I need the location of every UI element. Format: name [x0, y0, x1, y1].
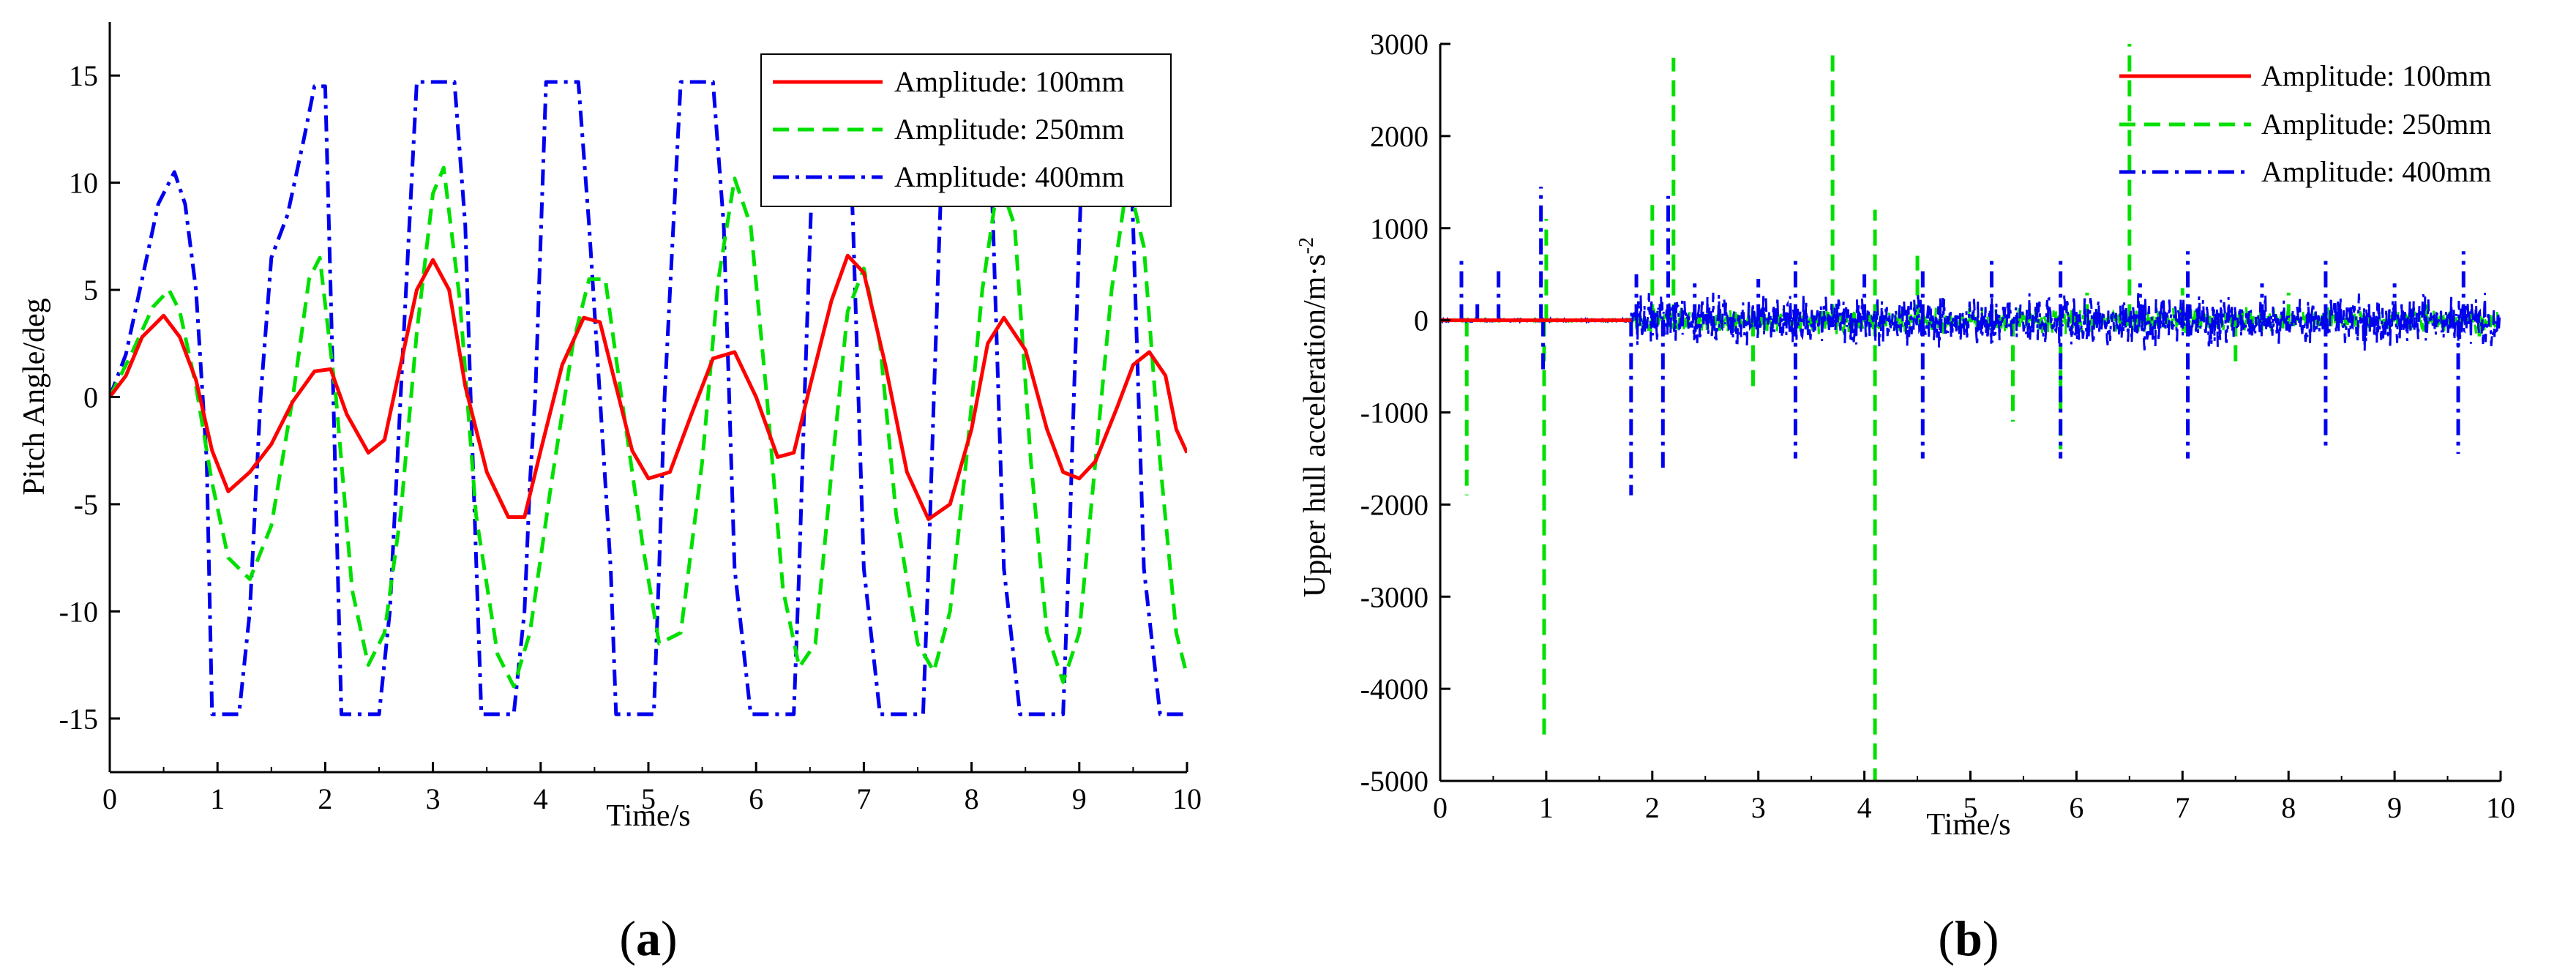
legend-b-label-100: Amplitude: 100mm — [2261, 59, 2491, 92]
chart-a-legend: Amplitude: 100mm Amplitude: 250mm Amplit… — [760, 53, 1172, 207]
chart-a-series-250 — [110, 165, 1187, 689]
caption-b-close: ) — [1982, 910, 1999, 966]
chart-b-xtick-label: 9 — [2387, 791, 2402, 824]
caption-b: (b) — [1938, 910, 1999, 966]
chart-b-ytick-label: -1000 — [1360, 397, 1429, 430]
chart-a-xtick-label: 1 — [210, 782, 225, 815]
chart-a-ytick-label: 5 — [83, 274, 98, 307]
legend-b-label-400: Amplitude: 400mm — [2261, 155, 2491, 188]
chart-a-series-400 — [110, 80, 1187, 717]
chart-b-ylabel: Upper hull acceleration/m·s-2 — [1295, 237, 1332, 597]
chart-a-xtick-label: 9 — [1072, 782, 1087, 815]
chart-b-series-noise-400 — [1440, 292, 2501, 351]
caption-a-letter: a — [636, 910, 661, 966]
chart-a: 0 1 2 3 4 5 6 7 8 9 10 -15 -10 -5 0 5 10 15 Time/s Pitch … — [18, 22, 1202, 833]
caption-a-open: ( — [619, 910, 636, 966]
chart-a-series-100 — [110, 253, 1187, 521]
chart-a-ytick-label: 0 — [83, 381, 98, 414]
chart-b-ytick-label: 1000 — [1370, 212, 1429, 245]
chart-b-ytick-label: -4000 — [1360, 673, 1429, 706]
chart-a-ytick-label: 10 — [69, 167, 98, 200]
chart-b-ytick-label: -2000 — [1360, 488, 1429, 521]
chart-b-ylabel-main: Upper hull acceleration/m·s — [1298, 254, 1332, 597]
chart-a-ticks: 0 1 2 3 4 5 6 7 8 9 10 -15 -10 -5 0 5 10 15 — [59, 59, 1202, 815]
chart-b-xtick-label: 2 — [1645, 791, 1660, 824]
chart-a-ytick-label: -10 — [59, 595, 98, 628]
chart-b-ytick-label: 3000 — [1370, 28, 1429, 61]
chart-b-ytick-label: 0 — [1414, 304, 1429, 337]
caption-b-open: ( — [1938, 910, 1955, 966]
caption-a: (a) — [619, 910, 677, 966]
chart-b-ytick-label: -3000 — [1360, 580, 1429, 613]
chart-b-ylabel-sup: -2 — [1295, 237, 1318, 254]
chart-a-xtick-label: 10 — [1172, 782, 1202, 815]
chart-a-xtick-label: 4 — [533, 782, 548, 815]
chart-b-xtick-label: 0 — [1433, 791, 1448, 824]
caption-a-close: ) — [661, 910, 678, 966]
legend-a-label-400: Amplitude: 400mm — [894, 160, 1124, 193]
chart-a-xtick-label: 6 — [749, 782, 763, 815]
chart-b-xtick-label: 8 — [2281, 791, 2296, 824]
chart-b-xtick-label: 5 — [1963, 791, 1978, 824]
chart-b-xtick-label: 3 — [1751, 791, 1766, 824]
chart-b-xtick-label: 4 — [1857, 791, 1872, 824]
chart-b-ytick-label: -5000 — [1360, 765, 1429, 798]
caption-b-letter: b — [1955, 910, 1982, 966]
chart-b: 0 1 2 3 4 5 6 7 8 9 10 -5000 -4000 -3000 -2000 -1000 0 10… — [1295, 28, 2515, 842]
legend-b-label-250: Amplitude: 250mm — [2261, 108, 2491, 141]
chart-a-ytick-label: -15 — [59, 703, 98, 736]
chart-b-legend: Amplitude: 100mm Amplitude: 250mm Amplit… — [2119, 59, 2491, 188]
legend-a-label-250: Amplitude: 250mm — [894, 113, 1124, 146]
chart-a-ytick-label: 15 — [69, 59, 98, 92]
chart-b-ytick-label: 2000 — [1370, 120, 1429, 153]
legend-a-label-100: Amplitude: 100mm — [894, 65, 1124, 98]
chart-a-xlabel: Time/s — [606, 799, 690, 833]
chart-a-xtick-label: 0 — [102, 782, 117, 815]
chart-b-xlabel: Time/s — [1926, 808, 2010, 842]
chart-a-ytick-label: -5 — [74, 488, 98, 521]
chart-a-xtick-label: 8 — [965, 782, 979, 815]
chart-a-xtick-label: 5 — [641, 782, 656, 815]
chart-a-series-group — [110, 80, 1187, 717]
chart-a-xtick-label: 7 — [856, 782, 871, 815]
chart-b-xtick-label: 1 — [1539, 791, 1554, 824]
chart-b-series-group — [1440, 44, 2501, 781]
chart-b-xtick-label: 7 — [2175, 791, 2190, 824]
chart-b-xtick-label: 6 — [2069, 791, 2083, 824]
chart-a-ylabel: Pitch Angle/deg — [18, 298, 51, 495]
chart-b-ticks: 0 1 2 3 4 5 6 7 8 9 10 -5000 -4000 -3000 -2000 -1000 0 10… — [1360, 28, 2515, 824]
chart-a-xtick-label: 3 — [426, 782, 441, 815]
chart-a-xtick-label: 2 — [318, 782, 332, 815]
chart-b-xtick-label: 10 — [2486, 791, 2515, 824]
